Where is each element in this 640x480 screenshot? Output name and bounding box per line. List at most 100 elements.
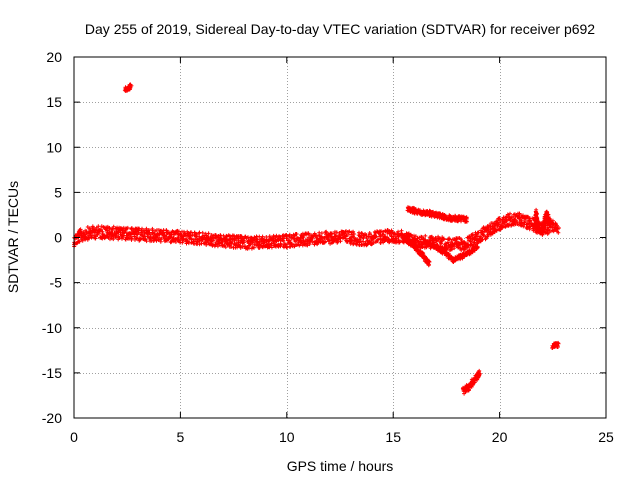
data-point	[548, 219, 553, 224]
y-tick-label: -10	[42, 320, 62, 336]
data-point	[475, 245, 479, 250]
data-point	[417, 242, 422, 247]
series-descending-branch-1	[401, 234, 432, 268]
x-tick-label: 20	[492, 429, 508, 445]
data-point	[84, 229, 89, 234]
data-point	[100, 232, 105, 237]
data-point	[80, 238, 85, 243]
data-point	[347, 229, 352, 234]
data-point	[309, 238, 314, 243]
data-point	[555, 345, 560, 349]
data-point	[194, 232, 199, 237]
data-point	[111, 224, 116, 229]
data-point	[129, 226, 134, 231]
x-tick-label: 25	[598, 429, 614, 445]
data-point	[474, 233, 479, 238]
data-point	[189, 230, 194, 235]
data-point	[87, 236, 92, 241]
data-point	[155, 235, 160, 240]
data-point	[269, 245, 274, 250]
data-point	[299, 240, 304, 245]
data-point	[136, 228, 141, 233]
y-tick-label: -15	[42, 365, 62, 381]
series-isolated-cluster-right	[550, 340, 561, 350]
x-axis-label: GPS time / hours	[287, 458, 394, 474]
data-point	[224, 233, 229, 238]
series-right-spikes	[533, 207, 553, 237]
data-point	[388, 231, 393, 236]
data-point	[294, 242, 299, 247]
data-point	[104, 228, 109, 233]
data-point	[314, 233, 319, 238]
data-point	[475, 244, 480, 249]
data-point	[269, 241, 274, 246]
data-point	[264, 235, 269, 239]
data-point	[322, 240, 327, 245]
series-descending-branch-2	[423, 238, 480, 264]
data-point	[459, 237, 463, 242]
data-point	[305, 243, 310, 248]
data-point	[413, 234, 418, 239]
data-point	[446, 237, 451, 242]
data-point	[396, 229, 401, 234]
data-point	[329, 231, 334, 236]
data-point	[371, 240, 376, 245]
data-point	[547, 223, 552, 228]
data-point	[294, 232, 299, 236]
data-point	[374, 234, 379, 239]
y-axis-label: SDTVAR / TECUs	[5, 181, 21, 293]
data-point	[477, 373, 482, 378]
data-point	[125, 225, 130, 230]
data-point	[242, 240, 246, 245]
data-point	[554, 223, 559, 228]
data-point	[141, 234, 145, 239]
series-upper-arc	[405, 205, 469, 224]
data-point	[504, 219, 509, 224]
data-point	[351, 229, 356, 234]
data-point	[229, 244, 234, 249]
data-points	[72, 82, 561, 396]
data-point	[426, 260, 431, 265]
data-point	[379, 229, 384, 234]
y-tick-label: -5	[50, 275, 63, 291]
axis-ticks: 0 5 10 15 20 25 -20 -15 -10 -5 0 5 10 15 20	[42, 49, 614, 445]
data-point	[301, 235, 306, 240]
data-point	[113, 233, 118, 238]
data-point	[533, 212, 538, 217]
data-point	[186, 239, 190, 244]
data-point	[223, 245, 228, 250]
series-isolated-cluster-high	[122, 82, 134, 93]
data-point	[121, 235, 126, 240]
data-point	[557, 226, 561, 230]
data-point	[334, 233, 339, 238]
data-point	[210, 243, 215, 248]
y-tick-label: -20	[42, 410, 62, 426]
data-point	[214, 235, 218, 240]
data-point	[292, 244, 297, 249]
data-point	[171, 236, 176, 240]
data-point	[326, 239, 331, 244]
data-point	[397, 233, 402, 238]
x-tick-label: 5	[177, 429, 185, 445]
data-point	[519, 221, 524, 226]
data-point	[200, 230, 205, 235]
data-point	[497, 227, 502, 232]
data-point	[232, 238, 237, 243]
data-point	[206, 231, 211, 236]
data-point	[464, 219, 469, 224]
data-point	[423, 233, 428, 238]
data-point	[252, 245, 256, 250]
y-tick-label: 15	[46, 94, 62, 110]
data-point	[445, 246, 450, 250]
data-point	[312, 231, 317, 236]
data-point	[427, 237, 432, 242]
data-point	[153, 237, 158, 241]
data-point	[480, 230, 485, 235]
data-point	[361, 239, 366, 244]
data-point	[450, 247, 454, 252]
data-point	[319, 231, 324, 236]
data-point	[281, 239, 286, 243]
data-point	[508, 211, 512, 216]
data-point	[334, 230, 339, 235]
